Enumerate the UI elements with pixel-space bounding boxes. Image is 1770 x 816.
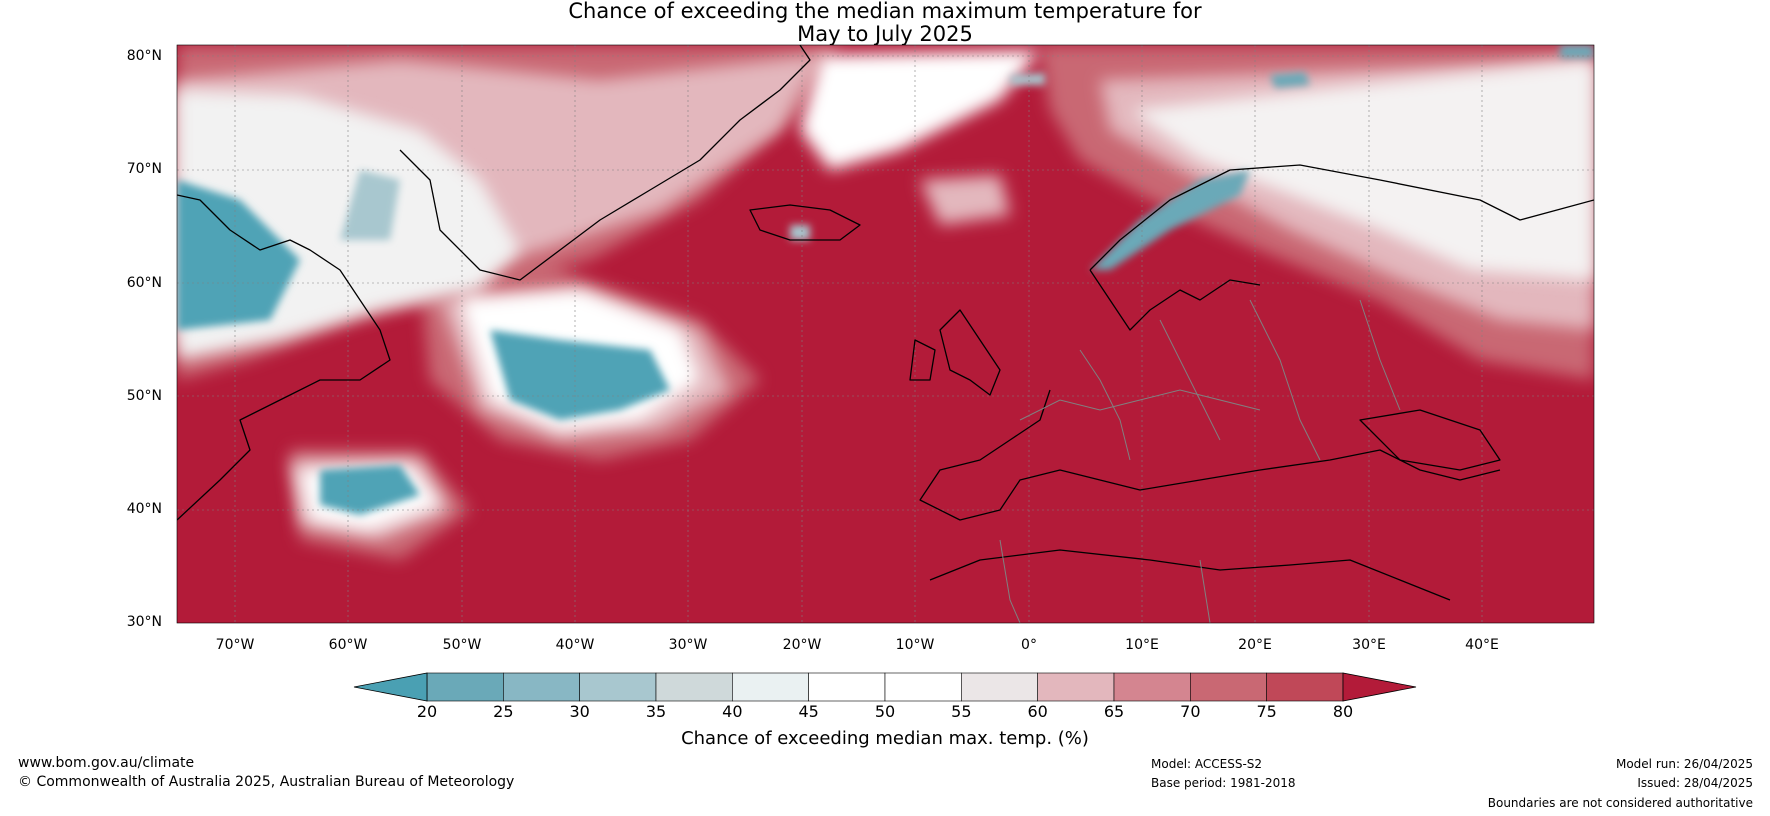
colorbar-segment <box>579 672 657 702</box>
colorbar-tick-label: 20 <box>416 702 438 721</box>
footer-model: Model: ACCESS-S2 <box>1151 757 1263 771</box>
lat-label: 40°N <box>126 501 162 517</box>
scandinavia-north-coast <box>1089 164 1594 271</box>
colorbar-tick-label: 70 <box>1180 702 1201 721</box>
footer-base-period: Base period: 1981-2018 <box>1151 776 1296 790</box>
colorbar-tick-label: 35 <box>645 702 667 721</box>
lat-label: 30°N <box>126 614 162 630</box>
lat-label: 80°N <box>126 48 162 64</box>
colorbar-segment <box>1266 672 1344 702</box>
iceland-coast <box>749 204 861 241</box>
colorbar-tick-label: 80 <box>1332 702 1354 721</box>
lat-label: 50°N <box>126 388 162 404</box>
footer-issued: Issued: 28/04/2025 <box>1637 776 1753 790</box>
colorbar-segment <box>1037 672 1115 702</box>
lon-label: 50°W <box>442 637 482 653</box>
footer-model-run: Model run: 26/04/2025 <box>1615 757 1753 771</box>
below-median-areas <box>177 45 1594 515</box>
colorbar-tick-label: 55 <box>951 702 972 721</box>
colorbar-segment <box>1190 672 1267 702</box>
lon-label: 40°W <box>555 637 595 653</box>
probability-map <box>176 44 1595 624</box>
colorbar-label: Chance of exceeding median max. temp. (%… <box>681 728 1089 749</box>
mediterranean-north-coast <box>919 389 1501 521</box>
map-title-line2: May to July 2025 <box>797 22 973 46</box>
colorbar-segment <box>1113 672 1191 702</box>
colorbar-segment <box>884 672 962 702</box>
footer-website: www.bom.gov.au/climate <box>18 755 195 771</box>
colorbar-tick-label: 50 <box>874 702 896 721</box>
lon-label: 60°W <box>328 637 368 653</box>
footer-copyright: © Commonwealth of Australia 2025, Austra… <box>18 774 515 790</box>
lon-label: 20°W <box>782 637 822 653</box>
lon-label: 20°E <box>1238 637 1272 653</box>
map-gridlines <box>177 45 1594 623</box>
map-title-line1: Chance of exceeding the median maximum t… <box>568 0 1202 23</box>
colorbar-below-arrow <box>353 672 428 702</box>
map-frame <box>176 44 1595 624</box>
footer-disclaimer: Boundaries are not considered authoritat… <box>1487 796 1753 810</box>
colorbar-above-arrow <box>1342 672 1417 702</box>
colorbar-tick-label: 25 <box>493 702 514 721</box>
colorbar-tick-label: 30 <box>569 702 590 721</box>
colorbar-segment <box>961 672 1038 702</box>
baltic-coast <box>1089 269 1261 331</box>
colorbar-segment <box>732 672 809 702</box>
colorbar-tick-label: 45 <box>798 702 819 721</box>
colorbar-segment <box>426 672 504 702</box>
lon-label: 40°E <box>1465 637 1499 653</box>
colorbar <box>353 672 1417 702</box>
north-america-coast <box>177 194 391 521</box>
map-title: Chance of exceeding the median maximum t… <box>0 0 1770 46</box>
colorbar-segment <box>503 672 580 702</box>
colorbar-tick-label: 75 <box>1256 702 1277 721</box>
lon-label: 70°W <box>215 637 255 653</box>
lon-label: 30°E <box>1352 637 1386 653</box>
colorbar-tick-label: 40 <box>722 702 743 721</box>
ireland-coast <box>909 339 936 381</box>
colorbar-tick-label: 65 <box>1103 702 1125 721</box>
lon-label: 10°E <box>1125 637 1159 653</box>
country-borders <box>999 299 1401 623</box>
coastlines <box>177 45 1594 601</box>
lon-label: 0° <box>1021 637 1037 653</box>
colorbar-segment <box>655 672 733 702</box>
greenland-coast <box>399 45 811 281</box>
lon-label: 10°W <box>895 637 935 653</box>
lon-label: 30°W <box>668 637 708 653</box>
britain-coast <box>939 309 1001 396</box>
colorbar-segment <box>808 672 886 702</box>
colorbar-tick-label: 60 <box>1027 702 1048 721</box>
north-africa-coast <box>929 549 1451 601</box>
lat-label: 60°N <box>126 275 162 291</box>
black-sea-coast <box>1359 409 1501 471</box>
lat-label: 70°N <box>126 161 162 177</box>
